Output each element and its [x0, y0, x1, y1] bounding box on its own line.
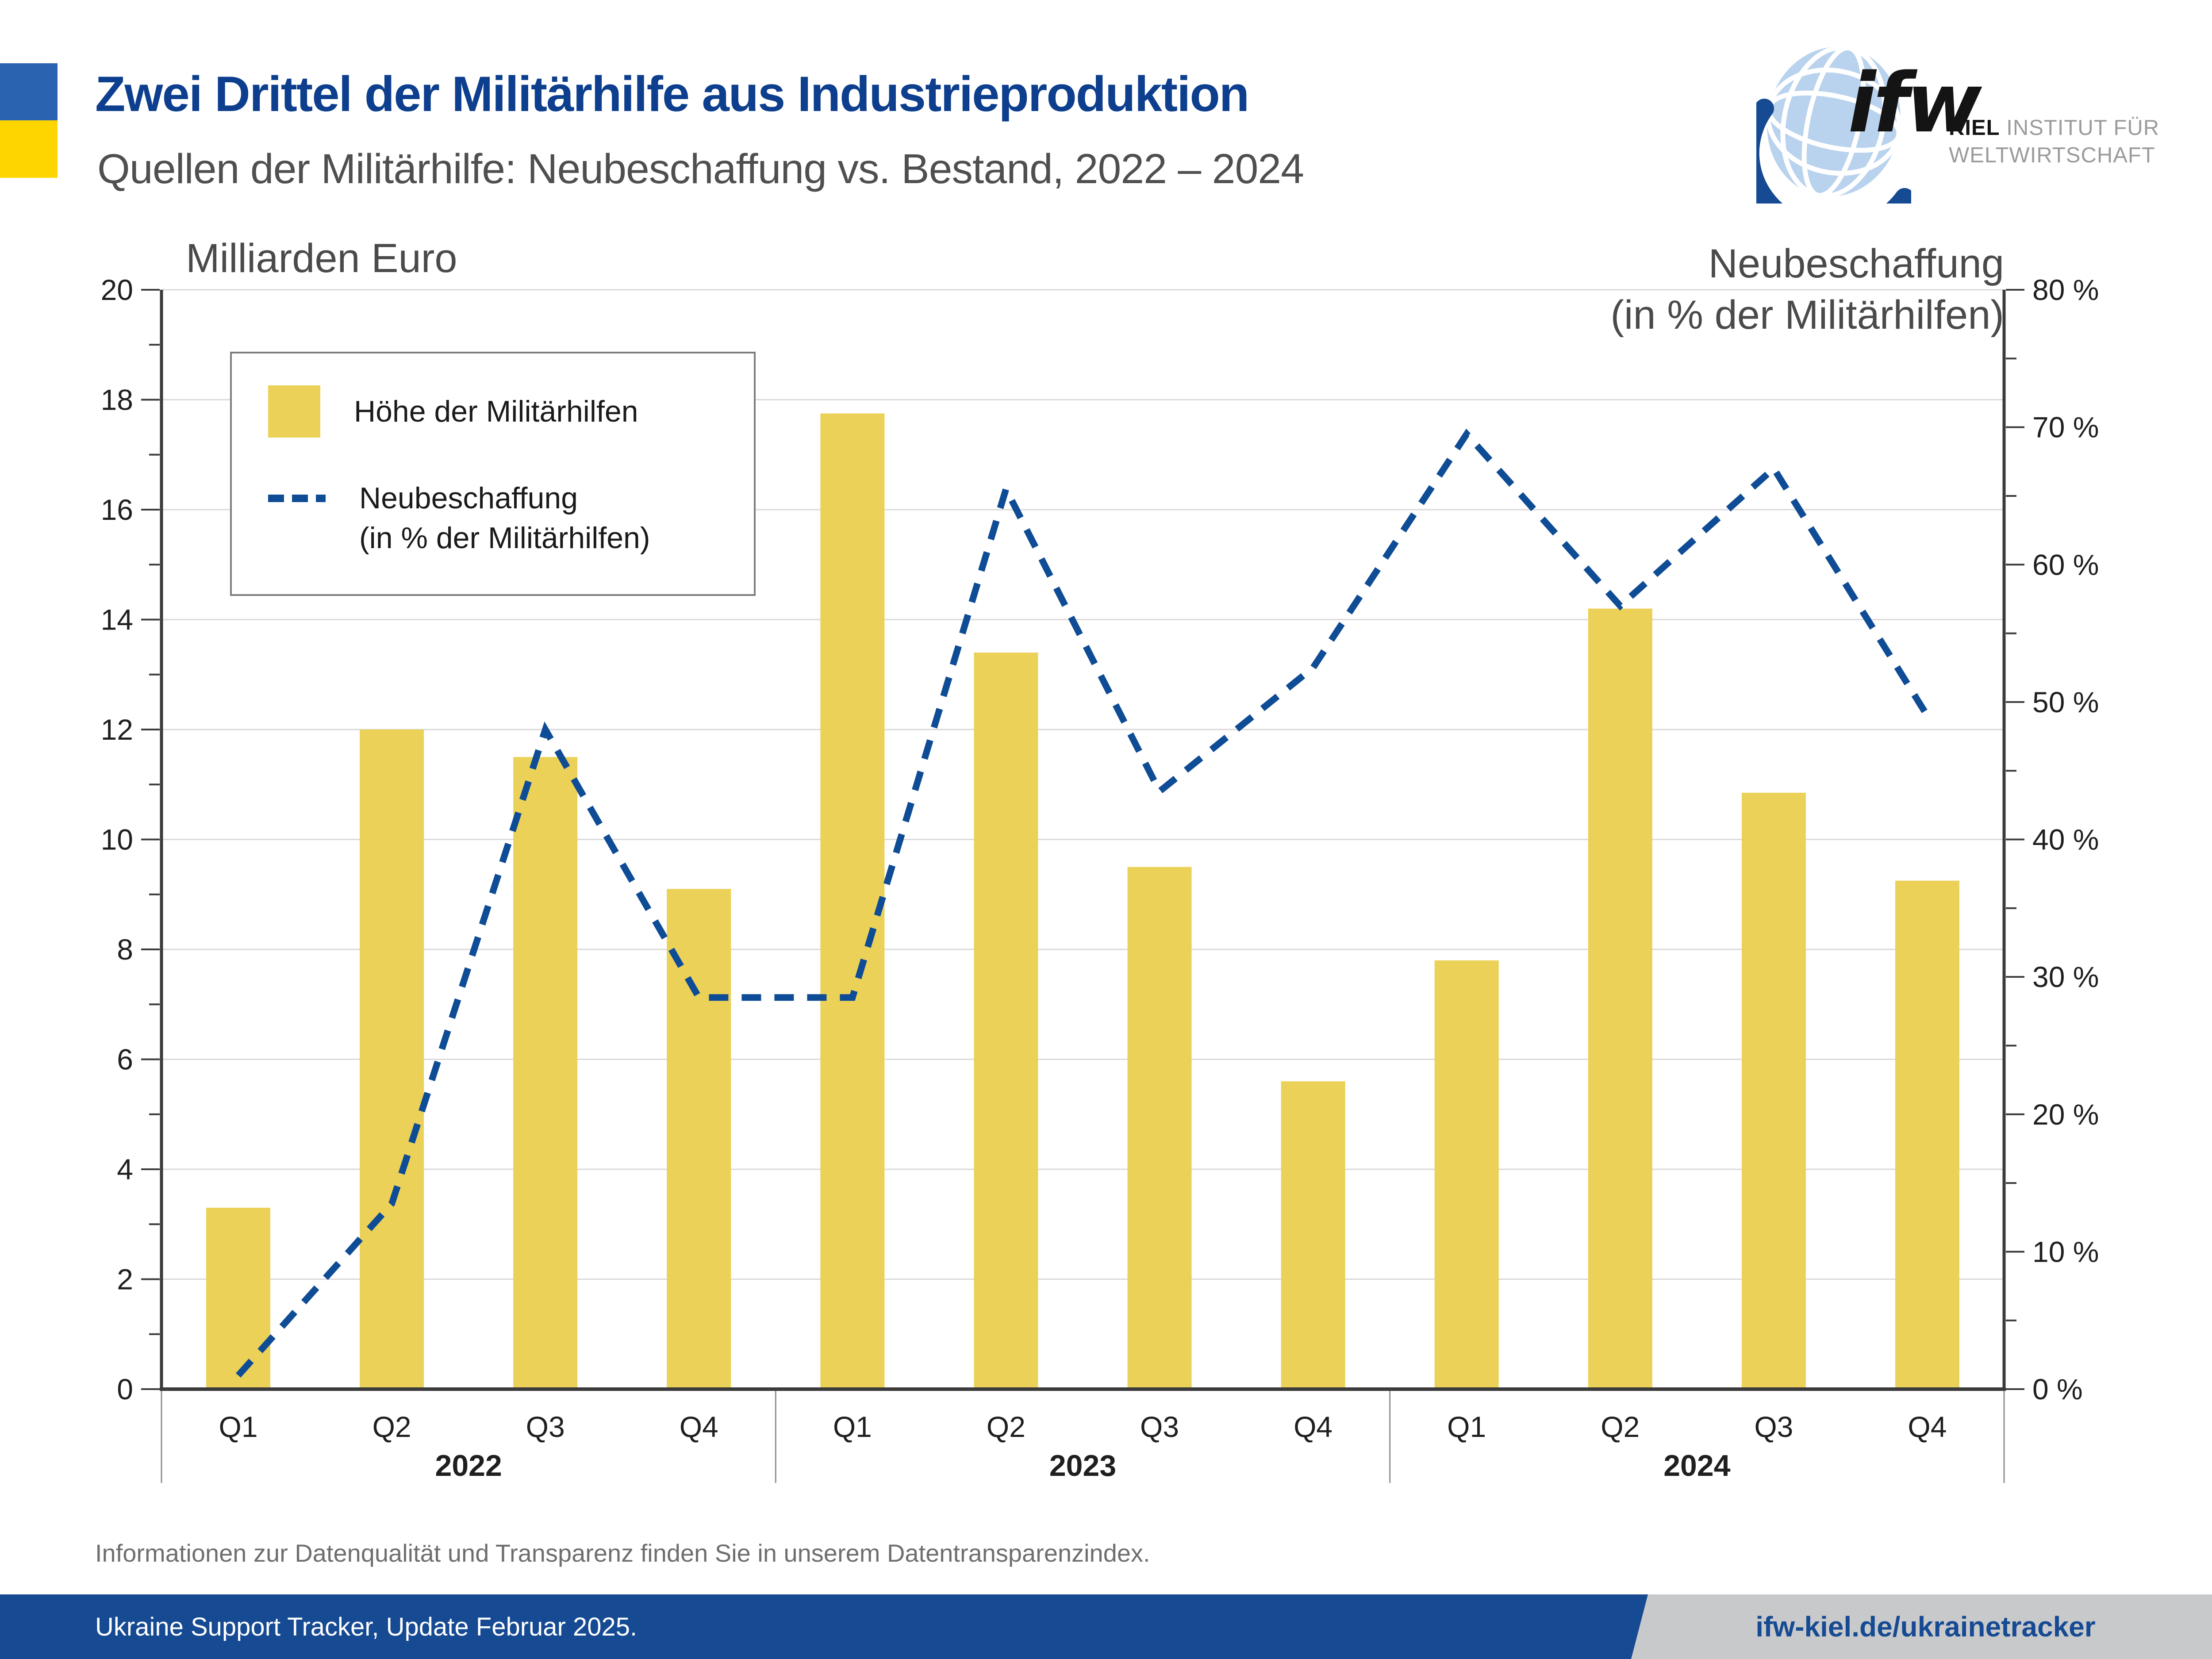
quarter-label: Q3 — [1140, 1410, 1179, 1443]
quarter-label: Q3 — [1754, 1410, 1793, 1443]
right-tick-label: 10 % — [2032, 1235, 2099, 1268]
bar-2022-Q1 — [206, 1207, 271, 1389]
right-axis-title: Neubeschaffung (in % der Militärhilfen) — [1610, 238, 2004, 341]
right-tick-label: 30 % — [2032, 960, 2099, 993]
right-axis-title-line1: Neubeschaffung — [1708, 241, 2004, 286]
bar-2024-Q1 — [1434, 960, 1499, 1389]
legend-label-line-2: (in % der Militärhilfen) — [359, 521, 650, 555]
left-tick-label: 16 — [101, 493, 133, 526]
left-tick-label: 18 — [101, 384, 133, 416]
left-axis-title: Milliarden Euro — [186, 236, 457, 281]
year-label: 2023 — [1049, 1449, 1116, 1482]
quarter-label: Q4 — [680, 1410, 718, 1443]
quarter-label: Q3 — [526, 1410, 565, 1443]
logo-weltwirtschaft: WELTWIRTSCHAFT — [1949, 143, 2155, 167]
right-tick-label: 20 % — [2032, 1098, 2099, 1131]
right-tick-label: 60 % — [2032, 548, 2099, 581]
quarter-label: Q2 — [373, 1410, 411, 1443]
quarter-label: Q4 — [1908, 1410, 1947, 1443]
quarter-label: Q2 — [1601, 1410, 1640, 1443]
legend-item-line: Neubeschaffung (in % der Militärhilfen) — [268, 478, 727, 558]
right-axis-title-line2: (in % der Militärhilfen) — [1610, 292, 2004, 338]
bar-2022-Q3 — [513, 757, 578, 1389]
footer-bar: Ukraine Support Tracker, Update Februar … — [0, 1594, 2212, 1659]
left-tick-label: 14 — [101, 603, 133, 636]
left-tick-label: 6 — [117, 1043, 133, 1076]
flag-yellow-half — [0, 120, 58, 178]
right-tick-label: 70 % — [2032, 411, 2099, 444]
bar-2022-Q4 — [667, 889, 731, 1389]
bar-2023-Q1 — [820, 413, 885, 1389]
ifw-kiel-logo: ifw KIEL INSTITUT FÜR WELTWIRTSCHAFT — [1743, 31, 2212, 221]
left-tick-label: 8 — [117, 933, 133, 966]
left-tick-label: 0 — [117, 1373, 133, 1406]
year-label: 2024 — [1663, 1449, 1730, 1482]
source-text: Ukraine Support Tracker, Update Februar … — [95, 1612, 637, 1641]
quarter-label: Q1 — [1447, 1410, 1486, 1443]
year-label: 2022 — [435, 1449, 502, 1482]
right-tick-label: 50 % — [2032, 686, 2099, 718]
bar-2024-Q2 — [1588, 608, 1652, 1389]
legend: Höhe der Militärhilfen Neubeschaffung (i… — [230, 352, 756, 596]
quarter-label: Q4 — [1294, 1410, 1333, 1443]
logo-ifw-wordmark: ifw — [1848, 55, 1982, 151]
quarter-label: Q2 — [987, 1410, 1025, 1443]
ukraine-flag-icon — [0, 63, 58, 178]
bar-2023-Q2 — [974, 653, 1038, 1389]
tracker-url[interactable]: ifw-kiel.de/ukrainetracker — [1755, 1611, 2096, 1643]
page-subtitle: Quellen der Militärhilfe: Neubeschaffung… — [97, 146, 1304, 192]
logo-institut-fuer: INSTITUT FÜR — [2006, 116, 2160, 140]
left-tick-label: 4 — [117, 1153, 133, 1186]
logo-institute-name: KIEL INSTITUT FÜR WELTWIRTSCHAFT — [1949, 114, 2159, 169]
left-tick-label: 12 — [101, 713, 133, 746]
legend-item-bars: Höhe der Militärhilfen — [268, 385, 727, 438]
right-tick-label: 80 % — [2032, 273, 2099, 306]
legend-label-line-1: Neubeschaffung — [359, 481, 578, 515]
quarter-label: Q1 — [219, 1410, 258, 1443]
bar-swatch-icon — [268, 385, 320, 438]
page-title: Zwei Drittel der Militärhilfe aus Indust… — [95, 66, 1249, 122]
left-tick-label: 2 — [117, 1263, 133, 1296]
flag-blue-half — [0, 63, 58, 120]
bar-2024-Q4 — [1895, 880, 1959, 1389]
bar-2024-Q3 — [1741, 792, 1806, 1389]
legend-label-bars: Höhe der Militärhilfen — [354, 395, 638, 428]
bar-2022-Q2 — [360, 730, 424, 1389]
logo-kiel: KIEL — [1949, 116, 2000, 140]
globe-icon — [1756, 45, 1911, 204]
right-tick-label: 40 % — [2032, 823, 2099, 856]
left-tick-label: 10 — [101, 823, 133, 856]
right-tick-label: 0 % — [2032, 1373, 2083, 1406]
quarter-label: Q1 — [833, 1410, 872, 1443]
legend-label-line: Neubeschaffung (in % der Militärhilfen) — [359, 478, 650, 558]
bar-2023-Q3 — [1127, 867, 1192, 1389]
data-quality-note: Informationen zur Datenqualität und Tran… — [95, 1539, 1150, 1567]
bar-2023-Q4 — [1281, 1081, 1345, 1389]
left-tick-label: 20 — [101, 273, 133, 306]
dashed-line-swatch-icon — [268, 495, 326, 502]
url-band: ifw-kiel.de/ukrainetracker — [1631, 1594, 2212, 1659]
